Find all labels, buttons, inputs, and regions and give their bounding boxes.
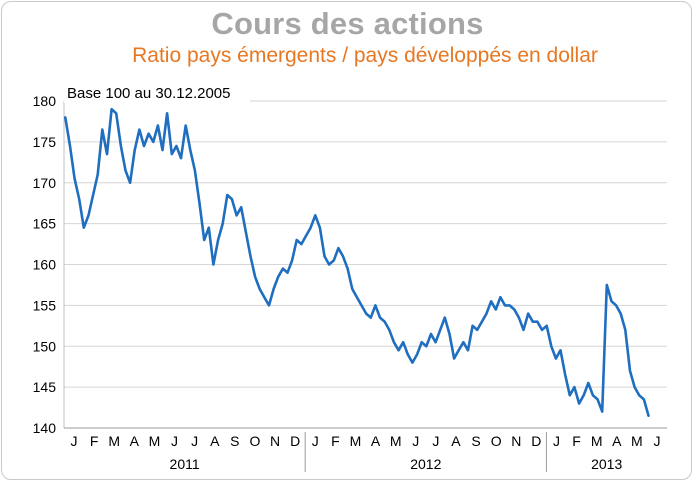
x-tick-label: J — [412, 433, 419, 449]
chart-subtitle: Ratio pays émergents / pays développés e… — [132, 44, 598, 67]
y-tick-label: 150 — [33, 338, 57, 354]
y-tick-label: 180 — [33, 93, 57, 109]
x-tick-label: M — [350, 433, 362, 449]
annotation: Base 100 au 30.12.2005 — [67, 85, 230, 102]
x-tick-label: J — [312, 433, 319, 449]
year-label: 2012 — [410, 456, 441, 472]
y-tick-label: 160 — [33, 257, 57, 273]
x-tick-label: J — [71, 433, 78, 449]
y-tick-labels: 140 145 150 155 160 165 170 175 180 — [33, 93, 57, 436]
x-tick-label: A — [210, 433, 220, 449]
x-tick-label: F — [572, 433, 581, 449]
chart-title: Cours des actions — [211, 6, 484, 41]
x-tick-label: A — [130, 433, 140, 449]
x-tick-label: N — [511, 433, 521, 449]
x-tick-label: D — [531, 433, 541, 449]
gridlines — [64, 100, 667, 429]
year-label: 2013 — [591, 456, 622, 472]
annotation-background — [64, 83, 250, 103]
x-tick-label: M — [631, 433, 643, 449]
x-tick-label: J — [653, 433, 660, 449]
x-tick-label: F — [90, 433, 99, 449]
y-tick-label: 175 — [33, 134, 57, 150]
x-tick-label: A — [451, 433, 461, 449]
x-tick-label: F — [331, 433, 340, 449]
x-tick-label: D — [290, 433, 300, 449]
y-tick-label: 165 — [33, 216, 57, 232]
series-line — [64, 107, 650, 417]
x-tick-label: J — [432, 433, 439, 449]
x-tick-label: M — [108, 433, 120, 449]
x-tick-label: A — [371, 433, 381, 449]
x-tick-label: A — [612, 433, 622, 449]
x-tick-label: J — [171, 433, 178, 449]
axes — [63, 101, 667, 472]
y-tick-label: 155 — [33, 297, 57, 313]
x-tick-label: M — [390, 433, 402, 449]
y-tick-label: 145 — [33, 379, 57, 395]
x-tick-label: M — [149, 433, 161, 449]
x-tick-label: O — [491, 433, 502, 449]
y-tick-label: 170 — [33, 175, 57, 191]
year-label: 2011 — [170, 456, 200, 472]
x-tick-label: S — [471, 433, 480, 449]
x-tick-label: J — [191, 433, 198, 449]
x-tick-label: J — [553, 433, 560, 449]
x-tick-label: N — [270, 433, 280, 449]
year-labels: 2011 2012 2013 — [170, 456, 623, 472]
x-tick-label: S — [230, 433, 239, 449]
x-tick-label: O — [250, 433, 261, 449]
y-tick-label: 140 — [33, 420, 57, 436]
x-tick-label: M — [591, 433, 603, 449]
